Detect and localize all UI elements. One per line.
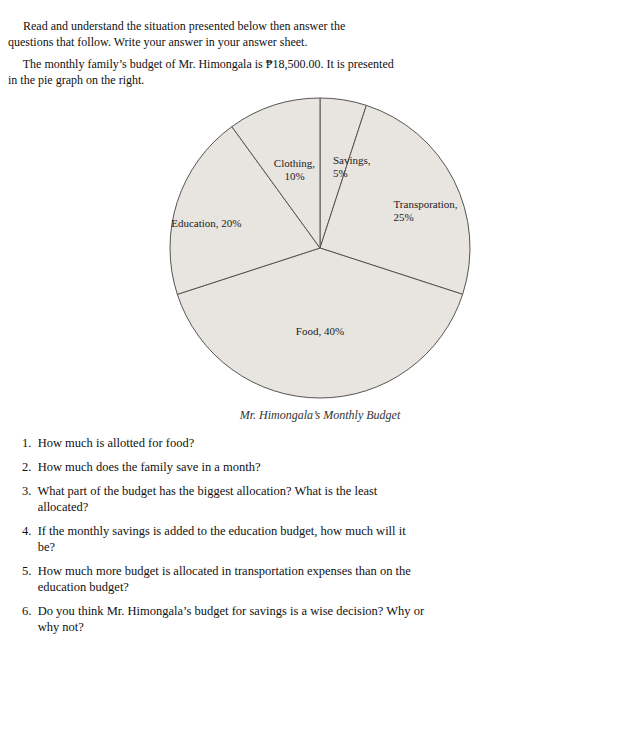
svg-text:Food, 40%: Food, 40%	[296, 325, 344, 337]
html-text:in the pie graph on the right.: in the pie graph on the right.	[8, 73, 145, 87]
svg-text:Transporation,25%: Transporation,25%	[394, 198, 458, 223]
html-text:allocated?: allocated?	[22, 500, 89, 514]
html-text:1. How much is allotted for fo: 1. How much is allotted for food?	[22, 436, 195, 450]
svg-text:Clothing,10%: Clothing,10%	[274, 157, 316, 182]
html-text:The monthly family’s budget of: The monthly family’s budget of Mr. Himon…	[8, 57, 394, 71]
svg-text:Education, 20%: Education, 20%	[171, 217, 241, 229]
html-text:be?: be?	[22, 540, 55, 554]
svg-text:Savings,5%: Savings,5%	[333, 154, 371, 179]
html-text:education budget?: education budget?	[22, 580, 129, 594]
html-text:6. Do you think Mr. Himongala’: 6. Do you think Mr. Himongala’s budget f…	[22, 604, 425, 618]
html-text:why not?: why not?	[22, 620, 84, 634]
html-text:5. How much more budget is all: 5. How much more budget is allocated in …	[22, 564, 411, 578]
html-text:2. How much does the family sa: 2. How much does the family save in a mo…	[22, 460, 261, 474]
html-text:3. What part of the budget has: 3. What part of the budget has the bigge…	[22, 484, 378, 498]
html-text:Mr. Himongala’s Monthly Budget: Mr. Himongala’s Monthly Budget	[239, 408, 401, 422]
html-text:Read and understand the situat: Read and understand the situation presen…	[8, 19, 346, 33]
html-text:questions that follow. Write y: questions that follow. Write your answer…	[8, 35, 308, 49]
html-text:4. If the monthly savings is a: 4. If the monthly savings is added to th…	[22, 524, 406, 538]
